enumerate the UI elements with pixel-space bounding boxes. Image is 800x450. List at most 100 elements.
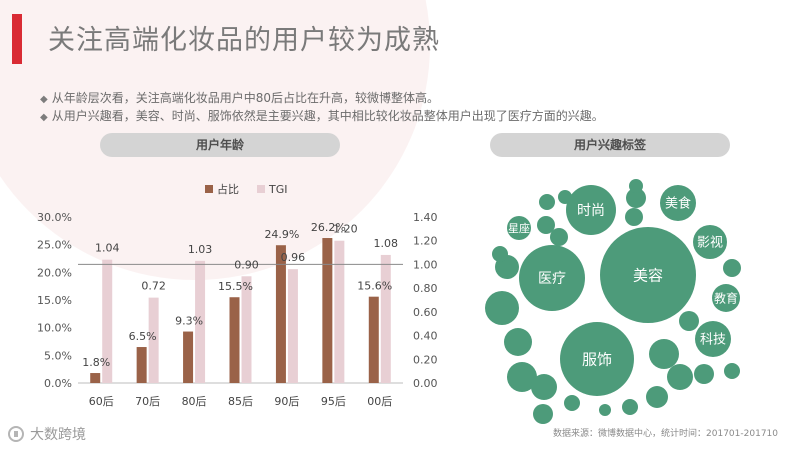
bar-tgi: [380, 254, 391, 383]
interest-bubble-small: [694, 364, 714, 384]
bar-tgi: [334, 240, 345, 383]
bar-zhanbi: [136, 347, 147, 383]
y-right-tick-label: 0.80: [413, 282, 438, 295]
interest-bubble-small: [564, 395, 580, 411]
tgi-data-label: 0.96: [281, 251, 306, 264]
bar-tgi: [241, 276, 252, 383]
bar-zhanbi: [183, 331, 194, 383]
interest-bubble-small: [629, 179, 643, 193]
interest-bubble-small: [724, 363, 740, 379]
interest-bubble-small: [679, 311, 699, 331]
interest-bubble-label: 服饰: [582, 350, 612, 368]
y-left-tick-label: 30.0%: [37, 211, 72, 224]
summary-bullets: ◆ 从年龄层次看，关注高端化妆品用户中80后占比在升高，较微博整体高。 ◆ 从用户兴…: [40, 90, 780, 126]
interest-bubble-small: [550, 228, 568, 246]
interest-bubble-label: 美容: [633, 266, 663, 284]
y-left-tick-label: 0.0%: [44, 377, 72, 390]
bar-tgi: [148, 297, 159, 383]
bar-tgi: [195, 260, 206, 383]
interest-bubble: [560, 322, 634, 396]
y-right-tick-label: 0.60: [413, 306, 438, 319]
bullet-item: ◆ 从年龄层次看，关注高端化妆品用户中80后占比在升高，较微博整体高。: [40, 90, 780, 108]
data-source-note: 数据来源：微博数据中心，统计时间：201701-201710: [553, 429, 778, 439]
tgi-data-label: 1.03: [188, 243, 213, 256]
interest-bubble-label: 星座: [508, 221, 530, 235]
legend-label-zhanbi: 占比: [217, 182, 239, 196]
bullet-text: 从用户兴趣看，美容、时尚、服饰依然是主要兴趣，其中相比较化妆品整体用户出现了医疗…: [51, 109, 604, 123]
interest-bubble: [660, 185, 696, 221]
interest-bubble-label: 教育: [714, 290, 738, 305]
bullet-text: 从年龄层次看，关注高端化妆品用户中80后占比在升高，较微博整体高。: [51, 91, 439, 105]
zhanbi-data-label: 6.5%: [129, 330, 157, 343]
zhanbi-data-label: 1.8%: [82, 356, 110, 369]
x-tick-label: 00后: [367, 395, 392, 408]
interest-bubble-label: 医疗: [538, 271, 566, 287]
bullet-item: ◆ 从用户兴趣看，美容、时尚、服饰依然是主要兴趣，其中相比较化妆品整体用户出现了医…: [40, 108, 780, 126]
tgi-data-label: 1.04: [95, 242, 120, 255]
logo-text: 大数跨境: [30, 427, 86, 443]
age-chart: 0.0% 5.0% 10.0% 15.0% 20.0% 25.0% 30.0% 0.00 0.2…: [37, 182, 438, 408]
diamond-bullet-icon: ◆: [40, 112, 48, 123]
interest-bubble: [600, 227, 696, 323]
tgi-data-label: 0.72: [141, 280, 166, 293]
interest-bubble-small: [723, 259, 741, 277]
y-left-tick-label: 20.0%: [37, 266, 72, 279]
bar-zhanbi: [229, 297, 240, 383]
interest-bubble: [519, 245, 585, 311]
y-right-tick-label: 1.20: [413, 235, 438, 248]
y-right-tick-label: 1.40: [413, 211, 438, 224]
interest-bubble-small: [492, 246, 508, 262]
interest-bubble: [566, 185, 616, 235]
tgi-data-label: 1.08: [374, 237, 399, 250]
interest-bubble-small: [625, 208, 643, 226]
interest-bubble-small: [531, 374, 557, 400]
legend-swatch-zhanbi: [205, 185, 213, 193]
tgi-data-label: 0.90: [234, 258, 259, 271]
diamond-bullet-icon: ◆: [40, 94, 48, 105]
y-left-tick-label: 10.0%: [37, 322, 72, 335]
bar-tgi: [102, 259, 113, 383]
bar-zhanbi: [322, 238, 333, 383]
legend-swatch-tgi: [257, 185, 265, 193]
y-right-tick-label: 0.40: [413, 330, 438, 343]
interest-bubble: [712, 284, 740, 312]
interest-bubble-small: [646, 386, 668, 408]
zhanbi-data-label: 9.3%: [175, 315, 203, 328]
interest-bubble: [507, 216, 531, 240]
y-left-tick-label: 25.0%: [37, 239, 72, 252]
y-right-tick-label: 0.20: [413, 353, 438, 366]
interest-bubble-small: [649, 339, 679, 369]
x-tick-label: 90后: [274, 395, 299, 408]
interest-bubble-small: [599, 404, 611, 416]
interest-bubble-small: [485, 291, 519, 325]
interest-bubble-small: [667, 364, 693, 390]
interest-bubble-small: [626, 188, 646, 208]
y-left-tick-label: 15.0%: [37, 294, 72, 307]
y-left-tick-label: 5.0%: [44, 349, 72, 362]
interest-bubble-small: [507, 362, 537, 392]
interest-bubble-small: [533, 404, 553, 424]
interest-bubble-small: [537, 216, 555, 234]
interest-bubble-label: 美食: [665, 196, 691, 212]
x-tick-label: 60后: [89, 395, 114, 408]
title-accent-bar: [12, 14, 22, 64]
zhanbi-data-label: 24.9%: [264, 228, 299, 241]
bar-zhanbi: [90, 373, 101, 383]
y-right-tick-label: 1.00: [413, 258, 438, 271]
interest-bubble-small: [504, 328, 532, 356]
age-section-pill: 用户年龄: [100, 133, 340, 157]
x-tick-label: 70后: [135, 395, 160, 408]
legend-label-tgi: TGI: [268, 183, 288, 196]
interest-bubble-small: [622, 399, 638, 415]
bar-tgi: [287, 269, 298, 383]
x-tick-label: 85后: [228, 395, 253, 408]
bar-zhanbi: [275, 245, 286, 383]
zhanbi-data-label: 15.5%: [218, 280, 253, 293]
bar-zhanbi: [368, 296, 379, 383]
tgi-data-label: 1.20: [333, 223, 358, 236]
zhanbi-data-label: 15.6%: [357, 280, 392, 293]
logo-mark-icon: [8, 426, 24, 442]
interest-bubble-small: [539, 194, 555, 210]
x-tick-label: 95后: [321, 395, 346, 408]
